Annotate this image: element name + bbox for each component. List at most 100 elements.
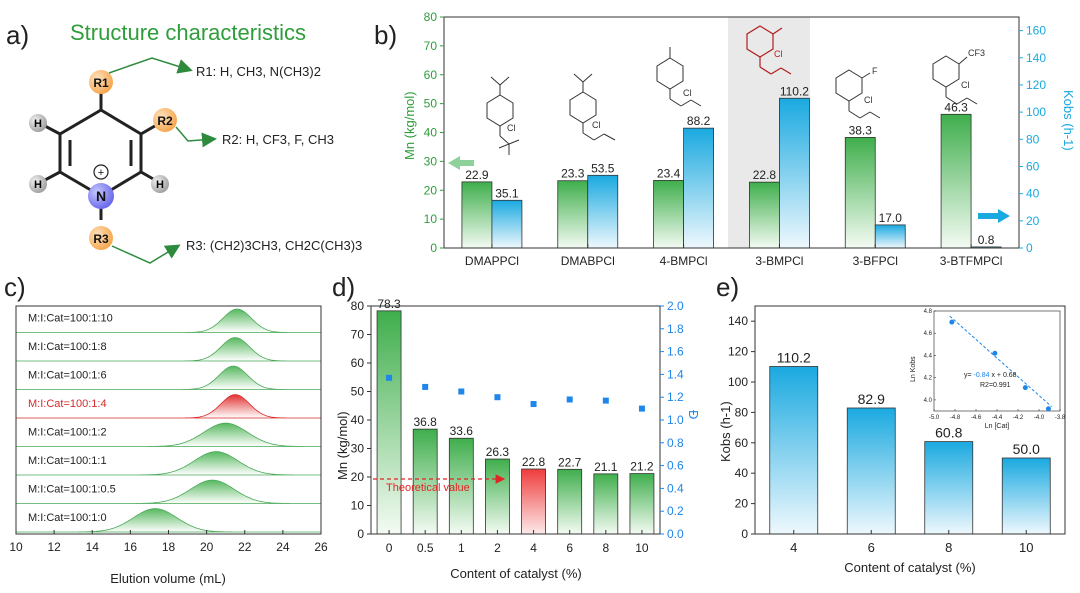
x-tick-label: 18 xyxy=(162,540,176,554)
data-label-kobs: 0.8 xyxy=(978,233,995,247)
hydrogen-atom xyxy=(151,175,169,193)
y-tick-label: 60 xyxy=(735,436,749,450)
structure-3-btfmpcl xyxy=(932,55,978,105)
data-label-mn: 23.4 xyxy=(657,166,681,180)
theoretical-value-annotation: Theoretical value xyxy=(386,482,470,494)
plus-charge-icon xyxy=(93,164,109,180)
r3-ball-label: R3 xyxy=(93,232,109,246)
x-tick-label: 14 xyxy=(86,540,100,554)
x-tick-label: 20 xyxy=(200,540,214,554)
series-label: M:I:Cat=100:1:2 xyxy=(28,427,107,439)
bar-kobs xyxy=(491,199,523,249)
elution-peak xyxy=(16,422,321,447)
y-tick-label-right: 60 xyxy=(1026,159,1040,173)
y-axis-label-right: Kobs (h-1) xyxy=(1061,90,1076,151)
bar-kobs xyxy=(1001,457,1051,535)
series-label: M:I:Cat=100:1:4 xyxy=(28,398,107,410)
y-tick-label-right: 0.2 xyxy=(667,504,684,518)
panel-c-label: c) xyxy=(4,272,26,302)
bar-mn xyxy=(653,180,684,249)
bar-kobs xyxy=(874,224,906,249)
y-tick-label-right: 40 xyxy=(1026,187,1040,201)
structure-dmabpcl xyxy=(569,73,616,141)
bar-kobs xyxy=(779,97,810,249)
data-label-kobs: 110.2 xyxy=(780,84,809,98)
y-tick-label-right: 120 xyxy=(1026,78,1046,92)
y-tick-label-left: 70 xyxy=(351,328,365,342)
y-tick-label: 140 xyxy=(728,314,748,328)
panel-e-label: e) xyxy=(716,272,739,302)
bar-kobs xyxy=(683,127,714,249)
y-tick-label-left: 10 xyxy=(424,212,438,226)
inset-data-point xyxy=(1045,406,1051,412)
trifluoromethyl-label: CF3 xyxy=(968,48,985,58)
x-tick-label: DMABPCl xyxy=(561,254,615,268)
y-tick-label-right: 1.4 xyxy=(667,367,684,381)
y-tick-label-left: 10 xyxy=(351,499,365,513)
inset-y-tick-label: 4.0 xyxy=(924,398,933,404)
x-tick-label: 4 xyxy=(790,540,797,555)
y-tick-label: 20 xyxy=(735,497,749,511)
y-tick-label-left: 20 xyxy=(351,470,365,484)
elution-peak xyxy=(16,365,321,390)
data-label-kobs: 82.9 xyxy=(858,391,885,407)
data-label-kobs: 60.8 xyxy=(935,425,962,441)
data-label-mn: 22.7 xyxy=(558,455,582,469)
y-axis-label: Kobs (h-1) xyxy=(718,401,733,462)
y-tick-label-right: 80 xyxy=(1026,132,1040,146)
inset-y-label: Ln Kobs xyxy=(910,356,917,382)
left-axis-arrow-icon xyxy=(448,156,474,170)
y-axis-label-right: Đ xyxy=(686,410,701,419)
bar-kobs xyxy=(769,366,819,535)
r2-options: R2: H, CF3, F, CH3 xyxy=(222,132,334,147)
right-axis-arrow-icon xyxy=(978,209,1010,223)
inset-x-tick-label: -4.2 xyxy=(1013,415,1024,421)
inset-data-point xyxy=(992,350,998,356)
data-label-mn: 36.8 xyxy=(414,415,438,429)
y-tick-label-right: 0.0 xyxy=(667,527,684,541)
r3-substituent-ball xyxy=(89,226,113,250)
inset-y-tick-label: 4.6 xyxy=(924,331,933,337)
y-tick-label-right: 0.8 xyxy=(667,436,684,450)
y-tick-label-right: 0 xyxy=(1026,241,1033,255)
y-tick-label: 40 xyxy=(735,466,749,480)
inset-frame xyxy=(933,310,1061,412)
series-label: M:I:Cat=100:1:8 xyxy=(28,341,107,353)
x-tick-label: 10 xyxy=(1019,540,1033,555)
panel-a-label: a) xyxy=(6,20,29,50)
bar-mn xyxy=(485,458,510,535)
x-tick-label: 12 xyxy=(47,540,61,554)
y-tick-label-left: 40 xyxy=(351,413,365,427)
series-label: M:I:Cat=100:1:1 xyxy=(28,455,107,467)
chloride-label: Cl xyxy=(774,49,783,59)
panel-a-title: Structure characteristics xyxy=(70,20,306,45)
y-tick-label-right: 20 xyxy=(1026,214,1040,228)
y-tick-label-left: 0 xyxy=(430,241,437,255)
inset-x-tick-label: -4.6 xyxy=(971,415,982,421)
panel-e: e) 110.282.960.850.0 4 6 8 1002040608010012… xyxy=(716,272,1066,575)
bar-mn xyxy=(940,113,972,249)
data-label-mn: 21.1 xyxy=(594,460,618,474)
bar-kobs xyxy=(587,174,619,249)
inset-x-tick-label: -3.8 xyxy=(1055,415,1066,421)
x-tick-label: 8 xyxy=(602,541,609,555)
y-tick-label-right: 160 xyxy=(1026,24,1046,38)
elution-peak xyxy=(16,508,321,533)
bar-mn xyxy=(557,180,589,249)
structure-3-bmpcl xyxy=(746,25,792,75)
bar-mn xyxy=(376,310,402,535)
panel-b-label: b) xyxy=(374,20,397,50)
x-tick-label: 10 xyxy=(9,540,23,554)
y-tick-label-right: 1.0 xyxy=(667,413,684,427)
inset-r-squared: R2=0.991 xyxy=(980,382,1011,389)
y-tick-label-right: 1.8 xyxy=(667,322,684,336)
x-tick-label: 24 xyxy=(276,540,290,554)
r1-arrow xyxy=(108,57,193,74)
bar-kobs xyxy=(924,441,974,535)
x-tick-label: 6 xyxy=(868,540,875,555)
series-label: M:I:Cat=100:1:10 xyxy=(28,313,113,325)
x-tick-label: 2 xyxy=(494,541,501,555)
x-tick-label: 26 xyxy=(314,540,328,554)
y-tick-label: 120 xyxy=(728,345,748,359)
panel-d-label: d) xyxy=(332,272,355,302)
